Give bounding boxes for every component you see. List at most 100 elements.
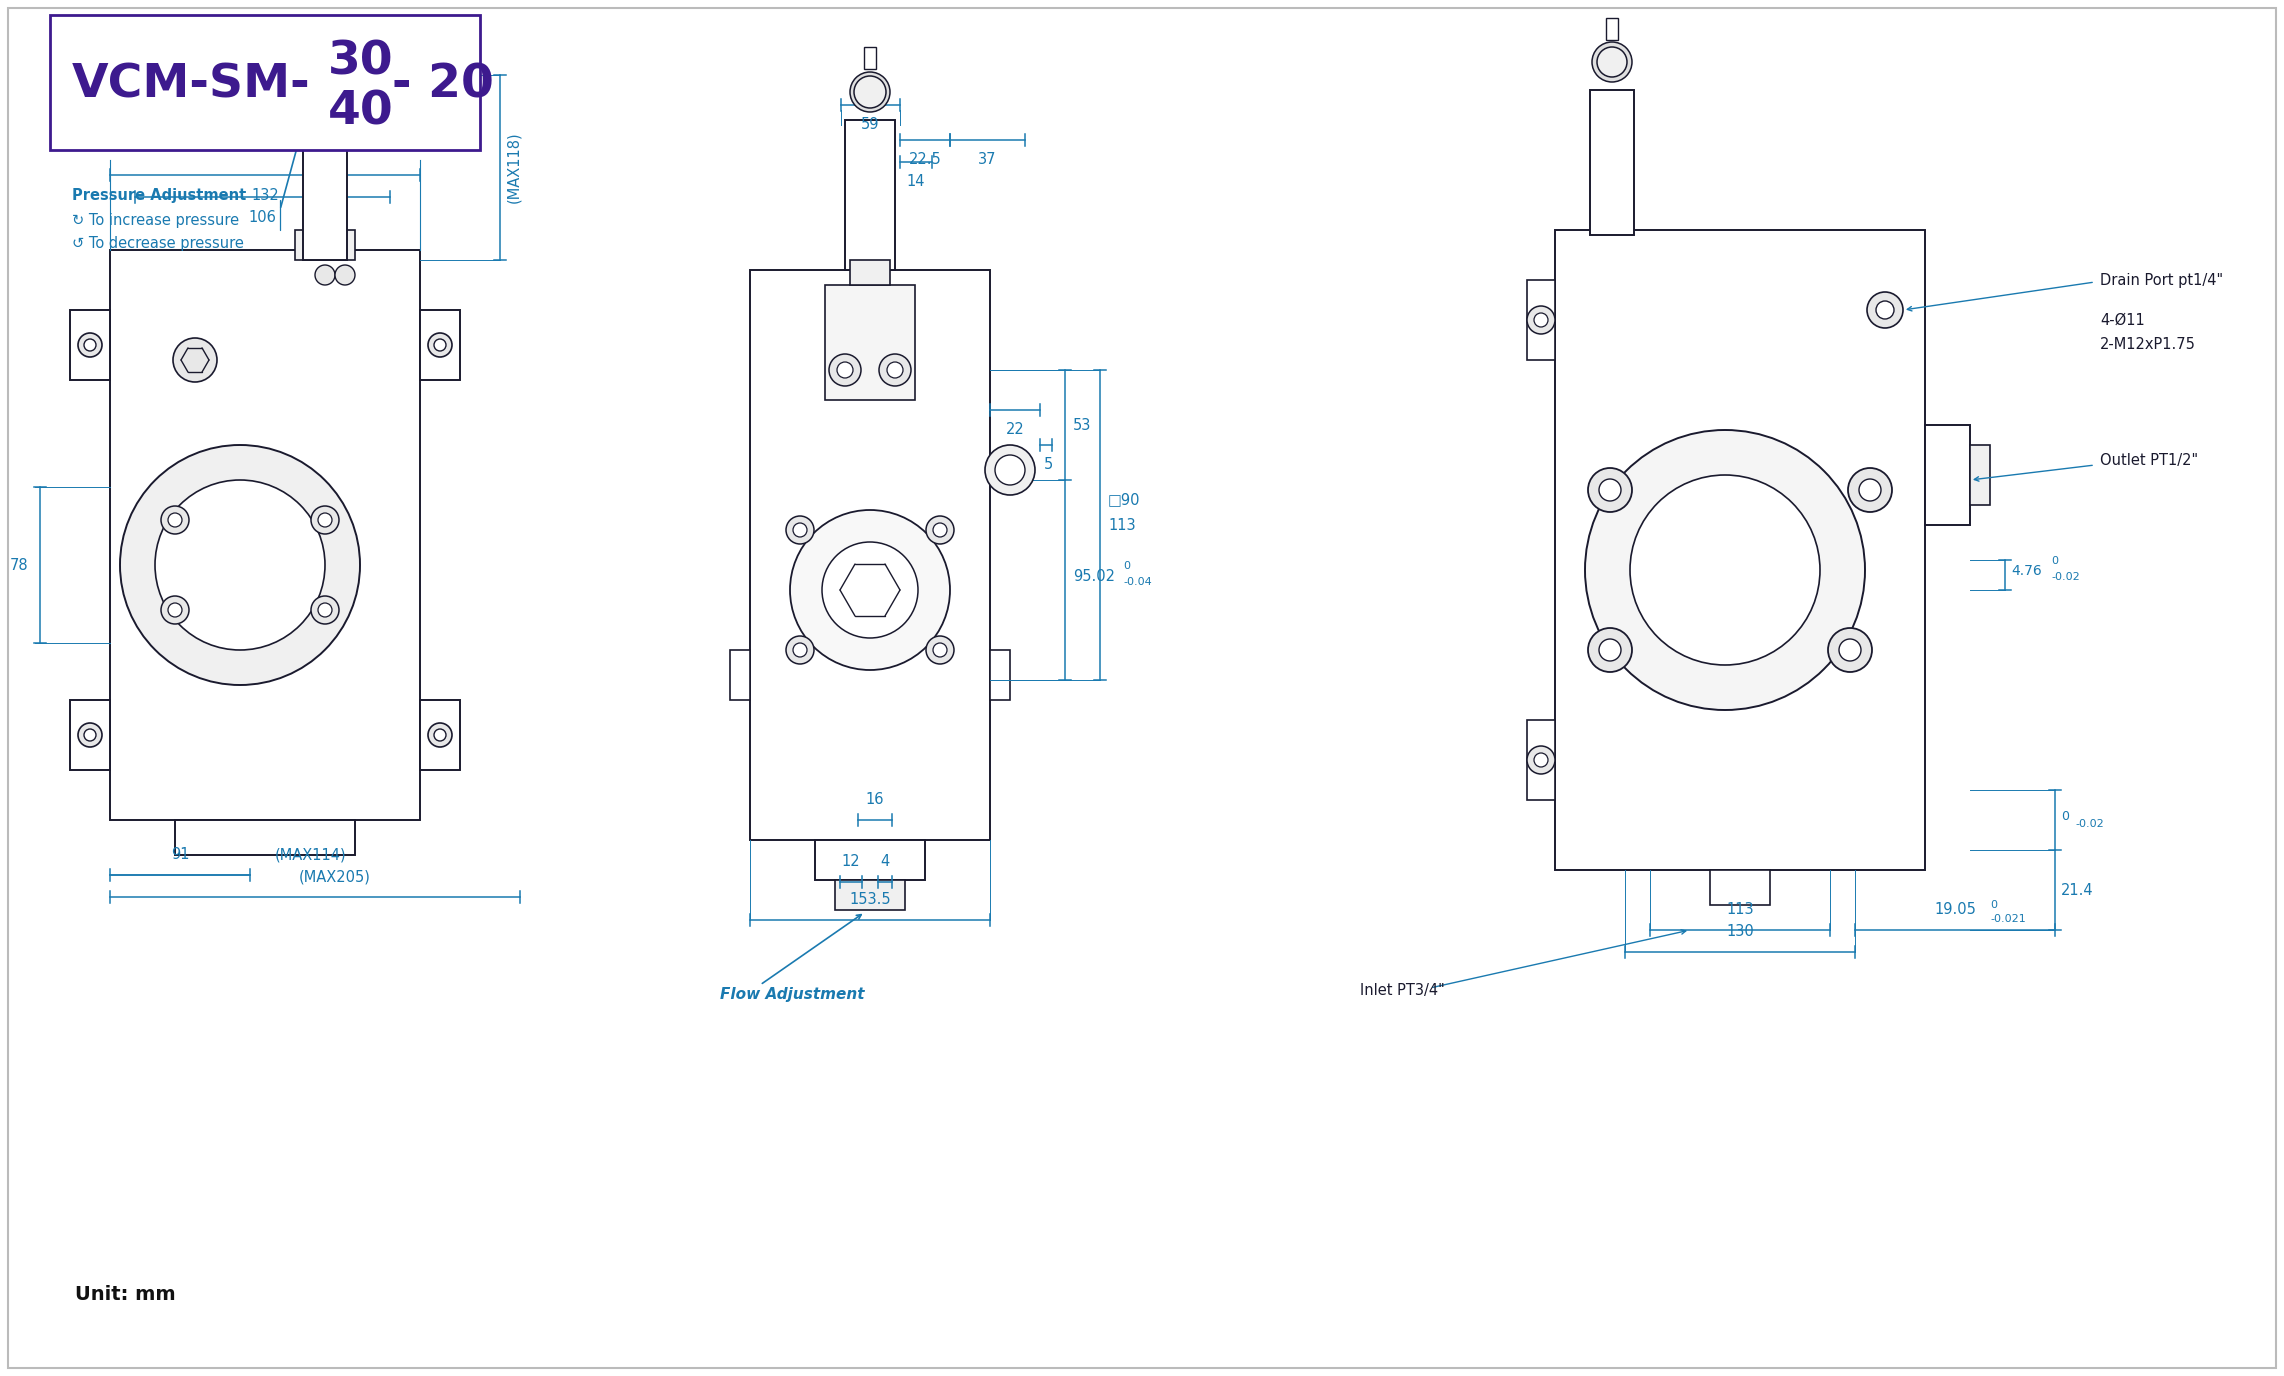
Text: 113: 113 bbox=[1727, 903, 1754, 916]
Circle shape bbox=[1875, 301, 1893, 319]
Circle shape bbox=[427, 722, 452, 747]
Bar bbox=[749, 270, 989, 839]
Circle shape bbox=[925, 516, 955, 544]
Text: (MAX118): (MAX118) bbox=[507, 132, 521, 204]
Circle shape bbox=[1528, 746, 1555, 775]
Bar bbox=[989, 649, 1010, 700]
Circle shape bbox=[836, 362, 852, 378]
Bar bbox=[1555, 230, 1925, 870]
Circle shape bbox=[1599, 638, 1622, 660]
Bar bbox=[731, 649, 749, 700]
Text: -0.02: -0.02 bbox=[2074, 819, 2104, 828]
Text: (MAX114): (MAX114) bbox=[274, 848, 347, 861]
Circle shape bbox=[1587, 627, 1633, 671]
Circle shape bbox=[1587, 468, 1633, 512]
Text: 53: 53 bbox=[1073, 417, 1092, 432]
Circle shape bbox=[829, 354, 861, 387]
Text: 78: 78 bbox=[9, 557, 27, 572]
Bar bbox=[71, 310, 110, 380]
Text: Inlet PT3/4": Inlet PT3/4" bbox=[1359, 982, 1446, 998]
Text: 95.02: 95.02 bbox=[1073, 568, 1115, 583]
Circle shape bbox=[315, 266, 336, 285]
Circle shape bbox=[786, 636, 813, 665]
Circle shape bbox=[822, 542, 918, 638]
Text: Pressure Adjustment: Pressure Adjustment bbox=[73, 187, 247, 202]
Text: VCM-SM-: VCM-SM- bbox=[73, 63, 311, 107]
Bar bbox=[836, 881, 904, 910]
Bar bbox=[850, 260, 891, 285]
Circle shape bbox=[306, 72, 343, 107]
Bar bbox=[320, 45, 329, 65]
Text: (MAX205): (MAX205) bbox=[299, 870, 370, 883]
Bar bbox=[815, 839, 925, 881]
Text: - 20: - 20 bbox=[393, 63, 493, 107]
Bar bbox=[1971, 444, 1989, 505]
Circle shape bbox=[1528, 305, 1555, 334]
Text: 37: 37 bbox=[978, 151, 996, 166]
Text: 0: 0 bbox=[2051, 556, 2058, 566]
Circle shape bbox=[879, 354, 911, 387]
Bar bbox=[176, 820, 354, 854]
Circle shape bbox=[317, 513, 331, 527]
Circle shape bbox=[169, 513, 183, 527]
Circle shape bbox=[984, 444, 1035, 495]
Text: Flow Adjustment: Flow Adjustment bbox=[719, 988, 866, 1003]
Bar bbox=[71, 700, 110, 771]
Bar bbox=[863, 47, 877, 69]
Circle shape bbox=[1597, 47, 1626, 77]
Bar bbox=[110, 250, 420, 820]
Circle shape bbox=[85, 729, 96, 742]
Bar bbox=[1528, 279, 1555, 361]
Bar bbox=[1606, 18, 1617, 40]
Text: 22.5: 22.5 bbox=[909, 151, 941, 166]
Text: 130: 130 bbox=[1727, 925, 1754, 938]
Text: 14: 14 bbox=[907, 173, 925, 189]
Bar bbox=[1925, 425, 1971, 526]
Circle shape bbox=[1827, 627, 1873, 671]
Text: 106: 106 bbox=[249, 211, 276, 226]
Text: 59: 59 bbox=[861, 117, 879, 132]
Bar bbox=[1711, 870, 1770, 905]
Circle shape bbox=[932, 523, 948, 537]
Text: ↻ To increase pressure: ↻ To increase pressure bbox=[73, 212, 240, 227]
Text: 12: 12 bbox=[843, 854, 861, 870]
Text: 91: 91 bbox=[171, 848, 190, 861]
Circle shape bbox=[1592, 43, 1633, 83]
Text: 0: 0 bbox=[2060, 809, 2069, 823]
Text: 0: 0 bbox=[1124, 561, 1131, 571]
Circle shape bbox=[1859, 479, 1882, 501]
Circle shape bbox=[85, 338, 96, 351]
Circle shape bbox=[427, 333, 452, 356]
Text: 132: 132 bbox=[251, 189, 279, 204]
Text: 0: 0 bbox=[1989, 900, 1996, 910]
Text: -0.04: -0.04 bbox=[1124, 577, 1151, 588]
Text: 19.05: 19.05 bbox=[1935, 903, 1976, 916]
Bar bbox=[420, 310, 459, 380]
Circle shape bbox=[311, 596, 338, 623]
Text: ↺ To decrease pressure: ↺ To decrease pressure bbox=[73, 235, 244, 250]
Circle shape bbox=[1631, 475, 1820, 665]
Bar bbox=[1590, 89, 1633, 235]
Circle shape bbox=[434, 338, 445, 351]
Text: 16: 16 bbox=[866, 793, 884, 806]
Circle shape bbox=[854, 76, 886, 107]
Text: 5: 5 bbox=[1044, 457, 1053, 472]
Circle shape bbox=[850, 72, 891, 111]
Circle shape bbox=[174, 338, 217, 383]
Text: 2-M12xP1.75: 2-M12xP1.75 bbox=[2099, 337, 2195, 351]
Circle shape bbox=[434, 729, 445, 742]
Text: 4.76: 4.76 bbox=[2010, 564, 2042, 578]
Circle shape bbox=[786, 516, 813, 544]
Circle shape bbox=[1839, 638, 1861, 660]
Circle shape bbox=[169, 603, 183, 616]
Circle shape bbox=[1848, 468, 1891, 512]
Text: Outlet PT1/2": Outlet PT1/2" bbox=[2099, 453, 2197, 468]
Bar bbox=[304, 120, 347, 260]
Circle shape bbox=[996, 455, 1026, 484]
Text: 30: 30 bbox=[329, 40, 393, 85]
Bar bbox=[845, 120, 895, 270]
Circle shape bbox=[78, 333, 103, 356]
Circle shape bbox=[925, 636, 955, 665]
Circle shape bbox=[1866, 292, 1903, 327]
Bar bbox=[1528, 720, 1555, 799]
